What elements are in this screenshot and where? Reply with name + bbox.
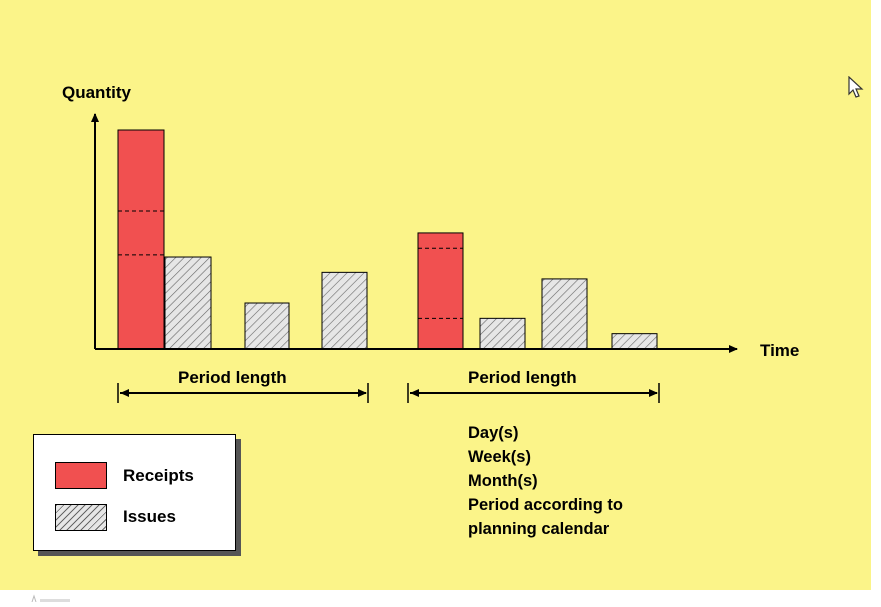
legend-swatch-issues [55,504,107,531]
clipped-caption-fragment [31,594,70,602]
y-axis-label: Quantity [62,83,131,102]
period-dimension-2 [407,383,660,403]
issue-bar-6 [611,333,658,350]
period-options-list: Day(s) Week(s) Month(s) Period according… [468,421,623,541]
legend-label-receipts: Receipts [123,466,194,485]
x-axis-label: Time [760,341,800,360]
issue-bar-3 [321,271,368,350]
issue-bar-5 [541,278,588,350]
period-option: Week(s) [468,448,531,466]
bars-group [117,129,658,350]
issue-bar-1 [164,256,212,350]
period-option: planning calendar [468,520,610,538]
receipt-bar-1 [117,129,165,350]
period-dimension-1 [117,383,369,403]
mouse-pointer-icon [848,76,864,98]
period-option: Day(s) [468,424,519,442]
period-option: Period according to [468,496,623,514]
issue-bar-2 [244,302,290,350]
legend-swatch-receipts [55,462,107,489]
issue-bar-4 [479,317,526,350]
period-option: Month(s) [468,472,538,490]
legend-label-issues: Issues [123,507,176,526]
legend: Receipts Issues [33,434,236,551]
receipt-bar-2 [417,232,464,350]
period-length-label-1: Period length [178,368,287,387]
period-length-label-2: Period length [468,368,577,387]
